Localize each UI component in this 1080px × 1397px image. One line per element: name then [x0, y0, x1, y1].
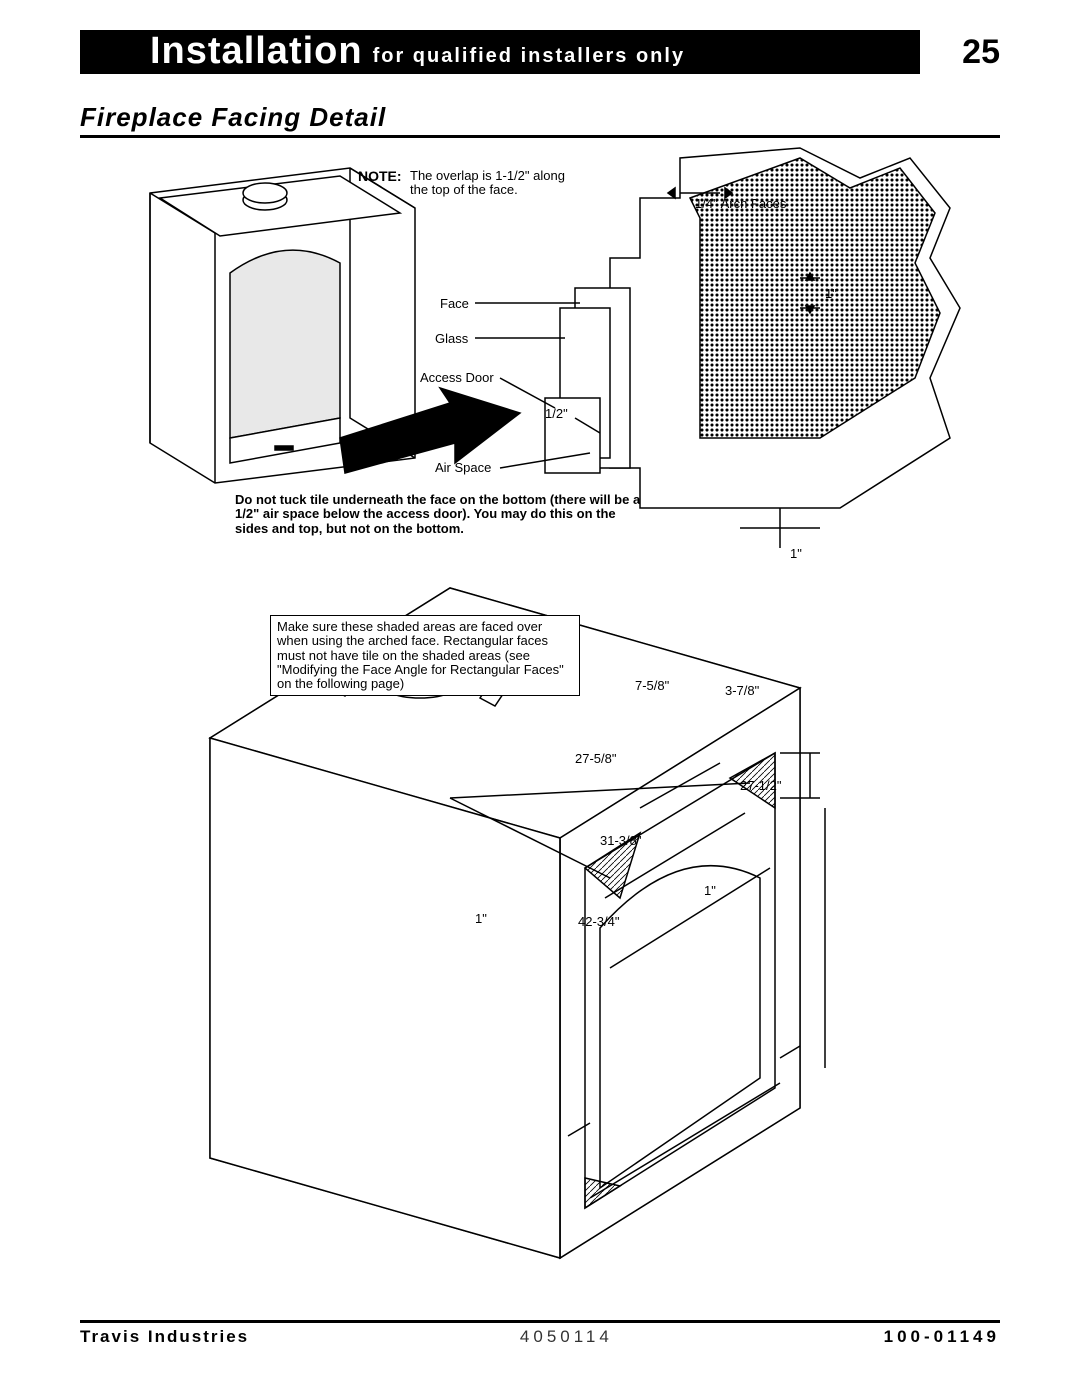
- footer: Travis Industries 4050114 100-01149: [80, 1320, 1000, 1347]
- dim-3-7-8: 3-7/8": [725, 683, 759, 698]
- arch-faces-label: 1/4" Arch Faces: [695, 196, 786, 211]
- section-title-text: Fireplace Facing Detail: [80, 102, 386, 132]
- section-title: Fireplace Facing Detail: [80, 102, 1000, 138]
- access-door-label: Access Door: [420, 370, 494, 385]
- one-inch-a: 1": [825, 286, 837, 301]
- dim-27-1-2: 27-1/2": [740, 778, 781, 793]
- header-title-sub: for qualified installers only: [373, 37, 686, 68]
- air-space-label: Air Space: [435, 460, 491, 475]
- footer-right: 100-01149: [884, 1327, 1000, 1347]
- header-title-main: Installation: [150, 30, 363, 73]
- one-inch-b: 1": [790, 546, 802, 561]
- dim-42-3-4: 42-3/4": [578, 914, 619, 929]
- dim-1-right: 1": [704, 883, 716, 898]
- header-bar: Installation for qualified installers on…: [80, 30, 1000, 74]
- page-number: 25: [920, 33, 1000, 72]
- dim-1-left: 1": [475, 911, 487, 926]
- half-inch-label: 1/2": [545, 406, 568, 421]
- dim-7-5-8: 7-5/8": [635, 678, 669, 693]
- dim-31-3-8: 31-3/8": [600, 833, 641, 848]
- note-label: NOTE:: [358, 168, 402, 184]
- footer-mid: 4050114: [520, 1327, 613, 1347]
- warning-text: Do not tuck tile underneath the face on …: [235, 493, 645, 536]
- note-text2: the top of the face.: [410, 182, 518, 197]
- diagram-area: NOTE: The overlap is 1-1/2" along the to…: [80, 138, 1000, 1258]
- face-label: Face: [440, 296, 469, 311]
- header-black-band: Installation for qualified installers on…: [80, 30, 920, 74]
- glass-label: Glass: [435, 331, 468, 346]
- footer-left: Travis Industries: [80, 1327, 249, 1347]
- note-text1: The overlap is 1-1/2" along: [410, 168, 565, 183]
- dim-27-5-8: 27-5/8": [575, 751, 616, 766]
- callout-box: Make sure these shaded areas are faced o…: [270, 615, 580, 696]
